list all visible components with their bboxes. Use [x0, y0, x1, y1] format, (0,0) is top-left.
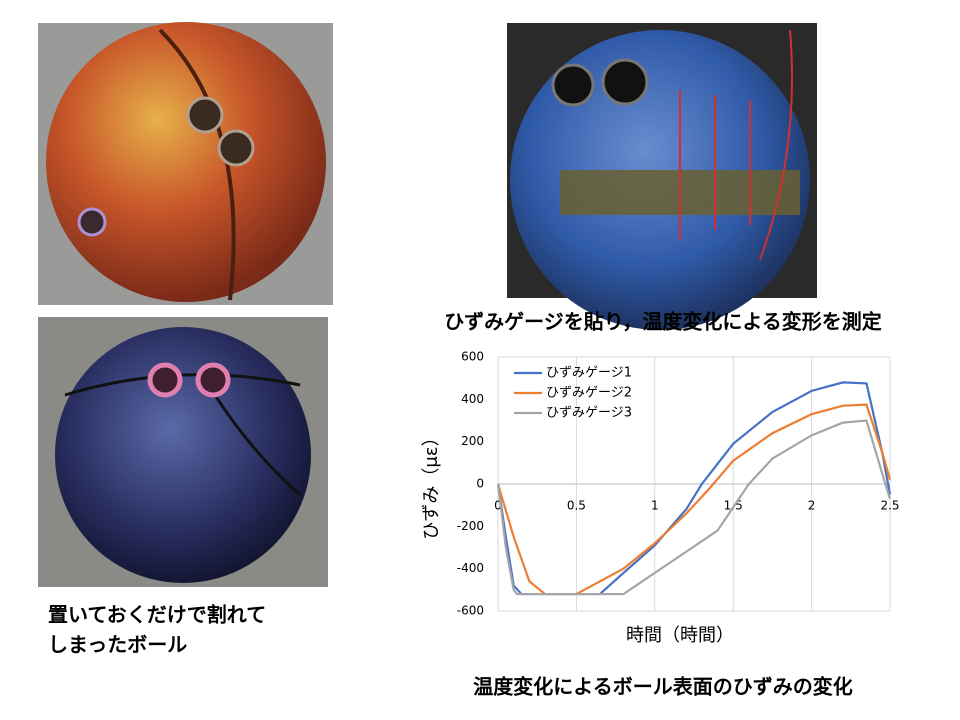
- caption: 置いておくだけで割れて: [48, 603, 266, 627]
- y-tick-label: 0: [476, 477, 484, 491]
- y-tick-label: -200: [457, 519, 484, 533]
- y-tick-label: -400: [457, 561, 484, 575]
- x-tick-label: 0: [494, 499, 502, 513]
- x-tick-label: 2: [808, 499, 816, 513]
- x-tick-label: 0.5: [567, 499, 586, 513]
- y-axis-label: ひずみ（με）: [421, 428, 442, 539]
- series-line: [496, 381, 892, 596]
- legend-label: ひずみゲージ2: [546, 386, 632, 401]
- y-tick-label: 400: [461, 392, 484, 406]
- photo-broken-ball: [38, 22, 333, 305]
- legend-label: ひずみゲージ1: [546, 366, 632, 381]
- y-tick-label: -600: [457, 604, 484, 618]
- caption: ひずみゲージを貼り，温度変化による変形を測定: [444, 310, 882, 334]
- y-tick-label: 600: [461, 350, 484, 364]
- chart-title: 温度変化によるボール表面のひずみの変化: [473, 675, 852, 699]
- series-line: [496, 419, 892, 596]
- photo-strain-gauge-ball: [507, 23, 817, 330]
- series-line: [496, 403, 892, 596]
- caption: しまったボール: [48, 633, 187, 657]
- legend-label: ひずみゲージ3: [546, 406, 632, 421]
- x-tick-label: 1: [651, 499, 659, 513]
- x-tick-label: 2.5: [880, 499, 899, 513]
- y-tick-label: 200: [461, 434, 484, 448]
- photo-broken-ball-2: [38, 317, 328, 587]
- x-axis-label: 時間（時間）: [626, 625, 734, 646]
